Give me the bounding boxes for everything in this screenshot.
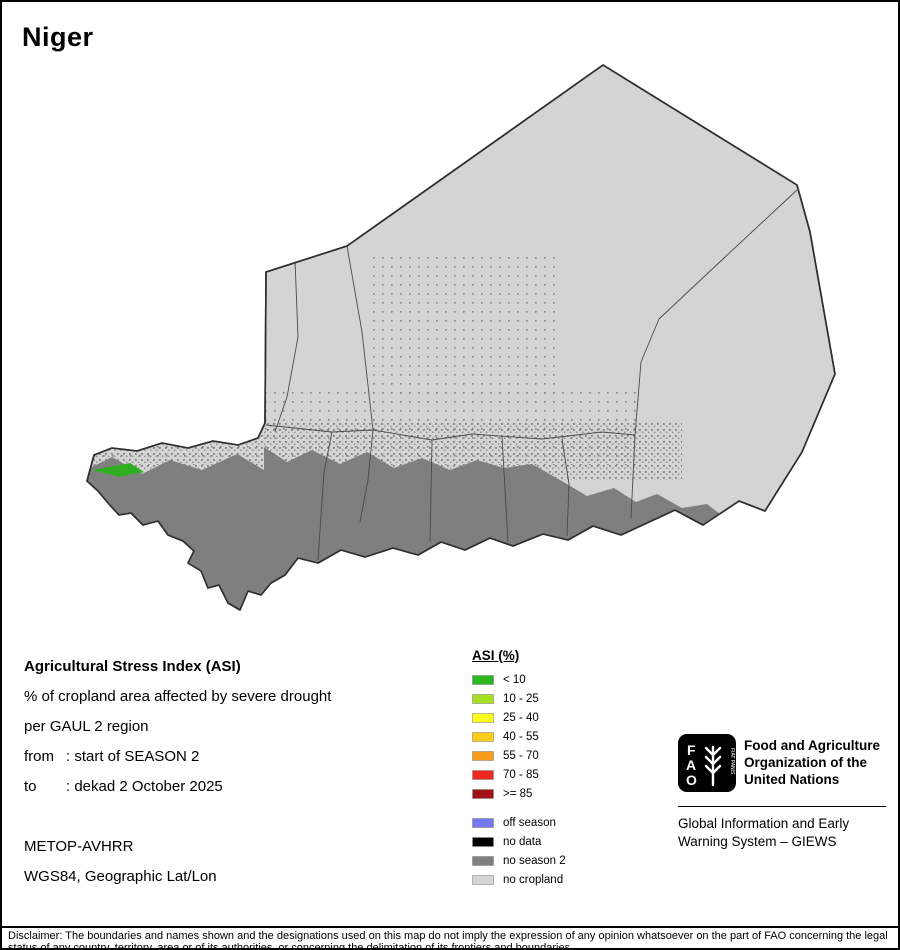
legend-label: no cropland	[503, 873, 564, 886]
wheat-icon	[704, 745, 722, 787]
fao-block: F A O FIAT PANIS Food and Agriculture Or…	[678, 734, 886, 851]
projection-name: WGS84, Geographic Lat/Lon	[24, 868, 217, 885]
period-to: to : dekad 2 October 2025	[24, 772, 331, 802]
fao-logo-letter: F	[687, 742, 696, 758]
asi-low-patch	[92, 463, 144, 477]
legend-swatch	[472, 712, 494, 723]
legend-item: 55 - 70	[472, 746, 566, 765]
legend-item: 25 - 40	[472, 708, 566, 727]
legend-swatch	[472, 836, 494, 847]
fao-logo-letter: O	[686, 772, 697, 788]
legend-label: no season 2	[503, 854, 566, 867]
page-title: Niger	[22, 22, 94, 52]
legend-item: no cropland	[472, 870, 566, 889]
legend: ASI (%) < 10 10 - 25 25 - 40 40 - 55 55 …	[472, 648, 566, 889]
legend-swatch	[472, 769, 494, 780]
legend-swatch	[472, 731, 494, 742]
legend-label: 25 - 40	[503, 711, 539, 724]
niger-map	[86, 64, 836, 611]
from-label: from	[24, 748, 54, 765]
legend-item: 70 - 85	[472, 765, 566, 784]
asi-description-line1: % of cropland area affected by severe dr…	[24, 688, 332, 705]
legend-swatch	[472, 817, 494, 828]
legend-label: >= 85	[503, 787, 533, 800]
legend-swatch	[472, 855, 494, 866]
legend-extras: off season no data no season 2 no cropla…	[472, 813, 566, 889]
legend-swatch	[472, 788, 494, 799]
legend-label: < 10	[503, 673, 526, 686]
legend-swatch	[472, 874, 494, 885]
asi-heading: Agricultural Stress Index (ASI)	[24, 658, 241, 675]
region-boundaries	[265, 189, 798, 561]
asi-description-line2: per GAUL 2 region	[24, 718, 149, 735]
legend-item: no season 2	[472, 851, 566, 870]
legend-label: 55 - 70	[503, 749, 539, 762]
fao-logo-motto: FIAT PANIS	[729, 748, 735, 775]
fao-logo: F A O FIAT PANIS	[678, 734, 736, 792]
legend-label: 10 - 25	[503, 692, 539, 705]
map-info-block: Agricultural Stress Index (ASI) % of cro…	[24, 652, 331, 892]
giews-caption: Global Information and Early Warning Sys…	[678, 816, 850, 849]
period-from: from : start of SEASON 2	[24, 742, 331, 772]
legend-swatch	[472, 693, 494, 704]
legend-swatch	[472, 674, 494, 685]
sensor-name: METOP-AVHRR	[24, 838, 134, 855]
legend-swatch	[472, 750, 494, 761]
fao-divider	[678, 806, 886, 807]
legend-title: ASI (%)	[472, 648, 520, 663]
to-label: to	[24, 778, 37, 795]
disclaimer-text: Disclaimer: The boundaries and names sho…	[8, 930, 888, 950]
fao-org-name: Food and Agriculture Organization of the…	[744, 738, 880, 787]
legend-label: 40 - 55	[503, 730, 539, 743]
legend-label: off season	[503, 816, 556, 829]
legend-label: no data	[503, 835, 542, 848]
legend-item: 40 - 55	[472, 727, 566, 746]
to-value: : dekad 2 October 2025	[66, 778, 223, 795]
legend-item: 10 - 25	[472, 689, 566, 708]
legend-item: >= 85	[472, 784, 566, 803]
legend-item: off season	[472, 813, 566, 832]
legend-label: 70 - 85	[503, 768, 539, 781]
disclaimer-divider	[2, 926, 898, 928]
legend-item: no data	[472, 832, 566, 851]
speckle-texture-north	[372, 257, 562, 407]
from-value: : start of SEASON 2	[66, 748, 200, 765]
fao-logo-letter: A	[686, 757, 696, 773]
legend-item: < 10	[472, 670, 566, 689]
